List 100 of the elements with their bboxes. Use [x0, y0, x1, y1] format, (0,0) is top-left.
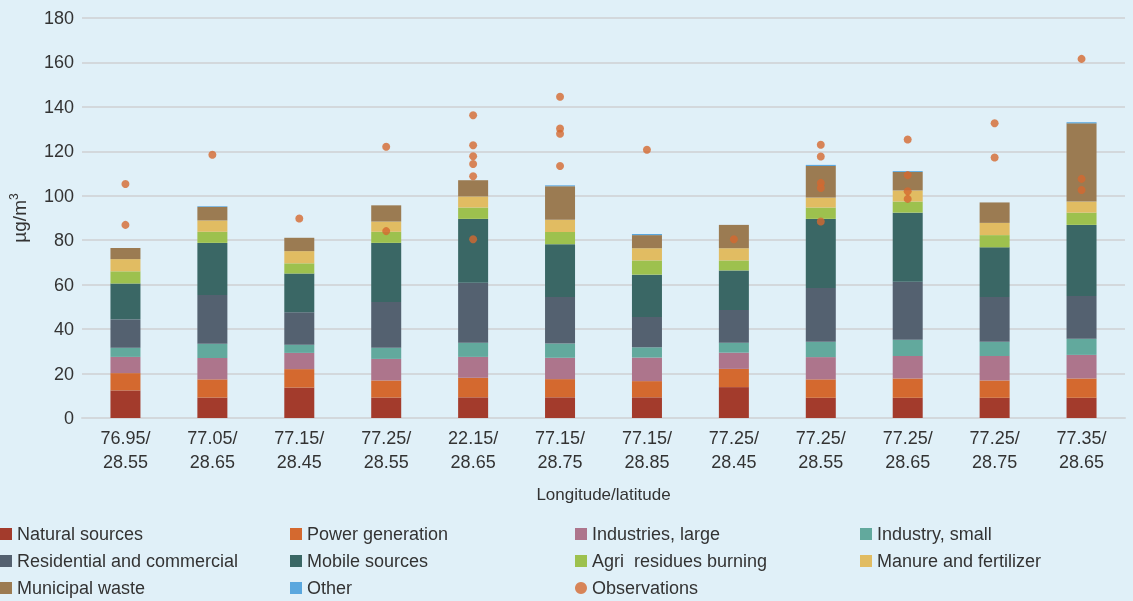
- legend-label: Other: [307, 578, 353, 598]
- bar: [631, 316, 662, 348]
- x-tick-label: 77.35/28.65: [1056, 428, 1107, 472]
- bar: [110, 373, 141, 391]
- bar: [545, 219, 576, 232]
- x-tick-label: 22.15/28.65: [448, 428, 499, 472]
- x-axis-title: Longitude/latitude: [536, 485, 671, 504]
- bar: [1066, 123, 1097, 202]
- point: [295, 214, 304, 223]
- x-tick-label: 77.15/28.75: [535, 428, 586, 472]
- point: [990, 153, 999, 162]
- bar: [718, 368, 749, 388]
- bar: [805, 341, 836, 358]
- x-tick-label: 77.25/28.65: [882, 428, 933, 472]
- bar: [110, 356, 141, 374]
- bar: [284, 344, 315, 353]
- bar: [371, 397, 402, 418]
- point: [469, 111, 478, 120]
- point: [903, 171, 912, 180]
- bar: [805, 218, 836, 288]
- bar: [545, 232, 576, 245]
- bar: [718, 352, 749, 369]
- bar: [545, 397, 576, 418]
- bar: [545, 186, 576, 220]
- bar: [458, 196, 489, 208]
- legend-label: Industry, small: [877, 524, 992, 544]
- bar: [805, 397, 836, 418]
- y-tick-label: 160: [43, 52, 74, 73]
- bar: [284, 352, 315, 370]
- point: [556, 129, 565, 138]
- point: [208, 150, 217, 159]
- bar: [458, 218, 489, 283]
- bar: [197, 397, 228, 418]
- bar: [545, 357, 576, 380]
- bar: [197, 206, 228, 221]
- point: [469, 172, 478, 181]
- bar: [1066, 201, 1097, 213]
- bar: [458, 377, 489, 398]
- bar: [631, 357, 662, 382]
- bar: [892, 201, 923, 213]
- bar: [718, 224, 749, 249]
- bar: [197, 294, 228, 344]
- bar: [979, 380, 1010, 398]
- point: [816, 184, 825, 192]
- point: [556, 92, 565, 101]
- bar: [718, 310, 749, 343]
- y-tick-label: 0: [63, 408, 74, 428]
- legend-label: Agri residues burning: [592, 551, 768, 571]
- bar: [631, 274, 662, 317]
- point: [816, 140, 825, 149]
- point: [121, 180, 130, 188]
- bar: [979, 222, 1010, 236]
- bar: [284, 251, 315, 264]
- point: [816, 217, 825, 226]
- bar: [631, 260, 662, 275]
- bar: [110, 259, 141, 272]
- point: [469, 152, 478, 161]
- bar: [718, 270, 749, 310]
- bar: [458, 282, 489, 343]
- point: [382, 142, 391, 151]
- legend-label: Industries, large: [592, 524, 721, 544]
- bar: [110, 347, 141, 357]
- bar: [284, 263, 315, 274]
- bar: [892, 212, 923, 282]
- bar: [284, 312, 315, 345]
- x-tick-label: 76.95/28.55: [100, 428, 151, 472]
- bar: [371, 231, 402, 243]
- bar: [979, 341, 1010, 356]
- bar: [1066, 296, 1097, 339]
- point: [1077, 186, 1086, 194]
- y-tick-label: 120: [43, 141, 74, 162]
- point: [469, 141, 478, 150]
- y-tick-label: 20: [53, 363, 74, 384]
- point: [1077, 174, 1086, 183]
- y-tick-label: 80: [53, 230, 74, 251]
- bar: [371, 302, 402, 348]
- legend-label: Manure and fertilizer: [877, 551, 1042, 571]
- bar: [805, 379, 836, 398]
- bar: [892, 281, 923, 340]
- bar: [458, 342, 489, 357]
- bar: [631, 347, 662, 358]
- bar: [718, 342, 749, 353]
- bar: [545, 343, 576, 358]
- point: [469, 160, 478, 168]
- bar: [631, 248, 662, 261]
- bar: [458, 207, 489, 219]
- y-tick-label: 180: [43, 8, 74, 28]
- bar: [718, 248, 749, 261]
- x-tick-label: 77.25/28.75: [969, 428, 1020, 472]
- bar: [979, 202, 1010, 223]
- x-tick-label: 77.05/28.65: [187, 428, 238, 472]
- bar: [1066, 378, 1097, 398]
- bar: [197, 379, 228, 398]
- bar: [1066, 338, 1097, 355]
- bar: [805, 288, 836, 342]
- bar: [371, 205, 402, 222]
- bar: [979, 297, 1010, 342]
- bar: [805, 357, 836, 380]
- bar: [284, 273, 315, 313]
- legend-label: Residential and commercial: [17, 551, 239, 571]
